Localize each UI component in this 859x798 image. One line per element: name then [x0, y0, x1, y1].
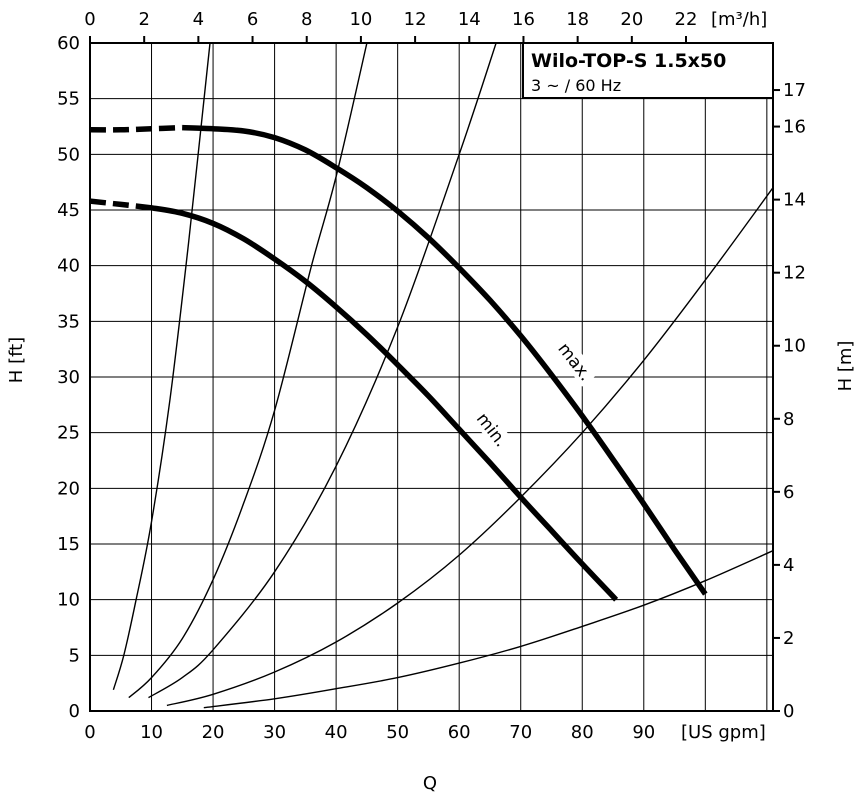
x-tick-label: 70: [509, 722, 532, 743]
curves: [90, 43, 773, 709]
y-tick-label: 25: [57, 423, 80, 444]
curve-min: [151, 205, 619, 602]
right-y-tick-label: 17: [783, 80, 806, 101]
min-label-background: [471, 406, 513, 453]
right-y-tick-label: 16: [783, 117, 806, 138]
grid: [90, 43, 773, 711]
curve-system-3: [148, 43, 497, 699]
y-tick-label: 20: [57, 478, 80, 499]
right-y-tick-label: 0: [783, 701, 794, 722]
top-x-tick-label: 6: [247, 9, 258, 30]
top-x-tick-label: 8: [301, 9, 312, 30]
legend-box: Wilo-TOP-S 1.5x50 3 ~ / 60 Hz: [522, 42, 774, 99]
y-tick-label: 5: [69, 645, 80, 666]
y-tick-label: 60: [57, 33, 80, 54]
x-tick-label: 30: [263, 722, 286, 743]
legend-frame: [522, 42, 774, 99]
top-x-tick-label: 22: [675, 9, 698, 30]
top-x-tick-label: 10: [349, 9, 372, 30]
y-tick-label: 30: [57, 367, 80, 388]
top-x-tick-label: 2: [138, 9, 149, 30]
curve-min-dashed: [90, 198, 152, 211]
curve-max: [182, 124, 708, 596]
y-tick-label: 15: [57, 534, 80, 555]
curve-system-1: [112, 43, 211, 691]
y-tick-label: 45: [57, 200, 80, 221]
x-tick-label: 40: [325, 722, 348, 743]
x-tick-label: 90: [632, 722, 655, 743]
plot-frame: [89, 42, 774, 712]
top-x-axis-unit-label: [m³/h]: [711, 9, 767, 30]
right-y-tick-label: 14: [783, 190, 806, 211]
top-x-tick-label: 16: [512, 9, 535, 30]
y-tick-label: 35: [57, 311, 80, 332]
top-x-tick-label: 20: [620, 9, 643, 30]
legend-title: Wilo-TOP-S 1.5x50: [531, 50, 726, 72]
top-x-tick-label: 0: [84, 9, 95, 30]
top-x-tick-label: 4: [193, 9, 204, 30]
x-tick-label: 80: [571, 722, 594, 743]
max-label-background: [552, 336, 598, 387]
y-tick-label: 55: [57, 89, 80, 110]
top-x-tick-label: 14: [458, 9, 481, 30]
x-axis-unit-label: [US gpm]: [681, 722, 766, 743]
y-tick-label: 50: [57, 144, 80, 165]
x-axis-title: Q: [423, 773, 437, 794]
right-y-tick-label: 8: [783, 409, 794, 430]
right-y-tick-label: 6: [783, 482, 794, 503]
right-y-axis-title: H [m]: [835, 341, 856, 392]
right-y-tick-label: 12: [783, 263, 806, 284]
x-tick-label: 20: [202, 722, 225, 743]
y-axis-title: H [ft]: [6, 337, 27, 383]
curve-system-5: [203, 550, 773, 709]
x-tick-label: 50: [386, 722, 409, 743]
top-x-tick-label: 18: [566, 9, 589, 30]
curve-max-dashed: [90, 124, 183, 133]
y-tick-label: 10: [57, 590, 80, 611]
ticks: 0 10 20 30 40 50 60 70 80 90051015202530354045505…: [57, 9, 806, 743]
right-y-tick-label: 2: [783, 628, 794, 649]
x-tick-label: 10: [140, 722, 163, 743]
y-tick-label: 0: [69, 701, 80, 722]
x-tick-label: 60: [448, 722, 471, 743]
curve-system-4: [166, 187, 773, 707]
curve-system-2: [128, 43, 368, 699]
legend-subtitle: 3 ~ / 60 Hz: [531, 76, 621, 95]
x-tick-label: 0: [84, 722, 95, 743]
top-x-tick-label: 12: [404, 9, 427, 30]
right-y-tick-label: 10: [783, 336, 806, 357]
right-y-tick-label: 4: [783, 555, 794, 576]
y-tick-label: 40: [57, 256, 80, 277]
